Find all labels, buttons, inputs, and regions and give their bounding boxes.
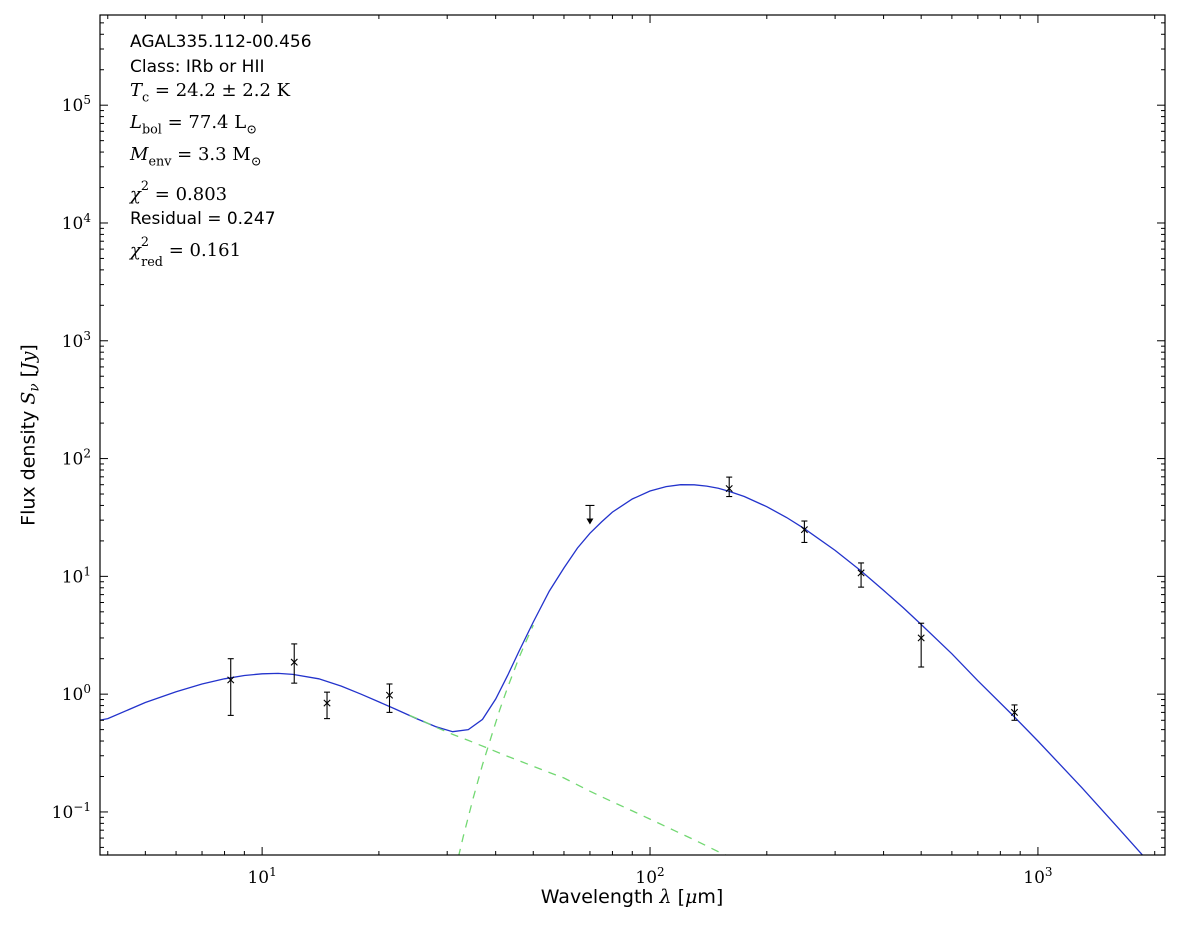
model-total-curve [100,484,1144,855]
data-point [800,520,808,544]
data-point [323,691,331,720]
annotation-source-name: AGAL335.112-00.456 [130,32,312,52]
y-tick-label: 10−1 [52,800,91,823]
y-tick-label: 100 [62,682,91,705]
annotation-temperature: Tc = 24.2 ± 2.2 K [130,80,291,106]
y-axis-label: Flux density Sν [Jy] [17,344,43,526]
annotation-residual: Residual = 0.247 [130,208,276,229]
model-warm-component-curve [409,714,728,855]
data-point [725,476,733,498]
data-point [385,683,394,713]
annotation-envelope-mass: Menv = 3.3 M⊙ [130,143,262,170]
data-point [290,643,298,684]
data-point [1010,704,1019,721]
annotation-class: Class: IRb or HII [130,56,265,77]
model-cold-component-curve [458,624,534,855]
x-tick-label: 102 [635,865,664,888]
y-tick-label: 105 [62,93,91,116]
upper-limit-point [585,504,595,525]
data-point [227,658,235,716]
x-tick-label: 101 [247,865,276,888]
x-axis-label: Wavelength λ [μm] [540,886,724,908]
annotation-chi-squared: χ2 = 0.803 [130,178,228,205]
y-tick-label: 102 [62,447,91,470]
model-curves [100,484,1144,855]
annotation-block: AGAL335.112-00.456 Class: IRb or HII Tc = … [130,30,312,275]
data-points [227,476,1019,721]
data-point [857,562,865,588]
y-tick-label: 101 [62,564,91,587]
axis-ticks [100,15,1165,855]
plot-border [99,14,1166,856]
annotation-chi-squared-reduced: χ2red = 0.161 [130,235,242,270]
annotation-luminosity: Lbol = 77.4 L⊙ [130,111,257,138]
data-point [917,622,925,668]
y-tick-label: 104 [62,211,92,234]
y-tick-label: 103 [62,329,91,352]
x-tick-label: 103 [1023,865,1052,888]
